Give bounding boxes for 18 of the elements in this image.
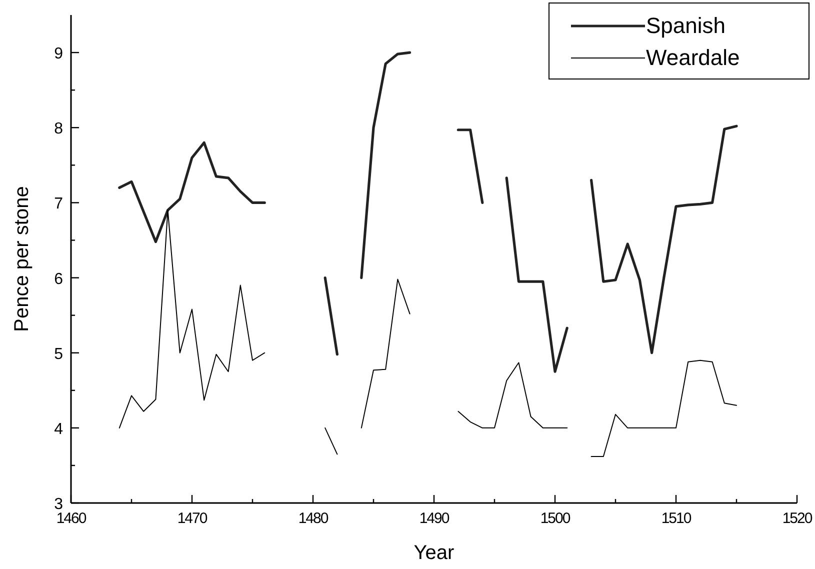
legend-label: Weardale [646, 45, 740, 70]
x-tick-label: 1500 [540, 510, 570, 527]
y-tick-label: 5 [54, 346, 64, 363]
x-axis-title: Year [414, 542, 455, 564]
x-tick-label: 1480 [298, 510, 328, 527]
y-tick-label: 8 [54, 120, 64, 138]
x-tick-label: 1470 [177, 510, 208, 527]
x-tick-label: 1510 [661, 510, 692, 527]
x-tick-label: 1460 [56, 510, 86, 527]
x-tick-label: 1490 [419, 510, 450, 527]
y-tick-label: 4 [54, 420, 64, 438]
legend-label: Spanish [646, 13, 726, 38]
x-tick-label: 1520 [782, 510, 812, 527]
y-tick-label: 9 [54, 46, 64, 63]
y-tick-label: 3 [54, 496, 64, 513]
y-tick-label: 7 [54, 196, 64, 213]
y-axis-title: Pence per stone [11, 186, 33, 332]
y-tick-label: 6 [54, 270, 64, 288]
